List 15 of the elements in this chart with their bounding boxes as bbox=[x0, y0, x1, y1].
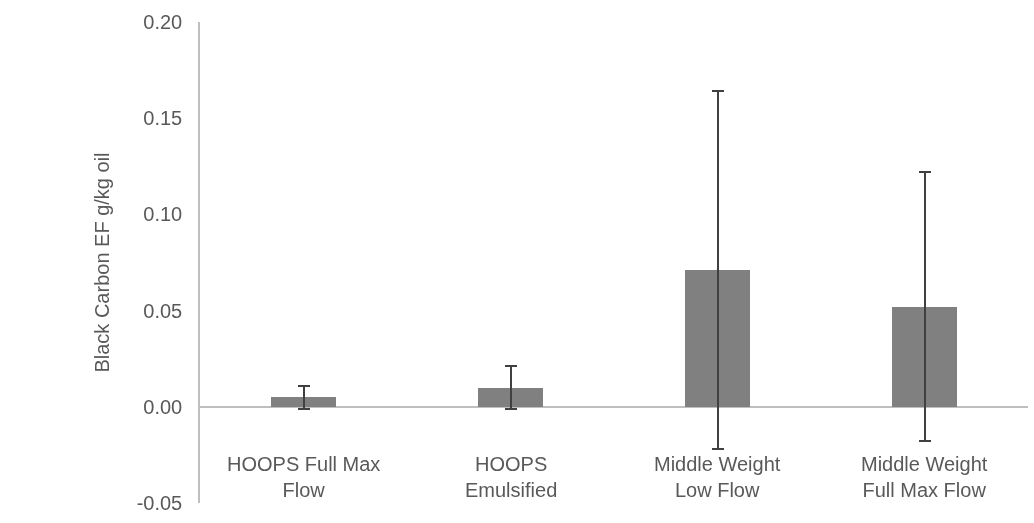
y-tick-label: 0.20 bbox=[143, 11, 183, 33]
x-tick-label: Middle Weight Full Max Flow bbox=[861, 453, 988, 501]
y-tick-label: -0.05 bbox=[136, 492, 183, 514]
y-tick-label: 0.15 bbox=[143, 107, 183, 130]
y-tick-label: 0.00 bbox=[143, 395, 183, 418]
x-tick-label: HOOPS Emulsified bbox=[465, 453, 558, 501]
y-tick-label: 0.05 bbox=[143, 299, 183, 322]
bar bbox=[892, 307, 957, 407]
x-tick-label: HOOPS Full Max Flow bbox=[227, 453, 381, 501]
bar bbox=[685, 270, 750, 407]
bar bbox=[478, 388, 543, 407]
x-tick-label: Middle Weight Low Flow bbox=[654, 453, 781, 501]
y-axis-title: Black Carbon EF g/kg oil bbox=[90, 152, 113, 373]
bar bbox=[271, 397, 336, 407]
y-tick-label: 0.10 bbox=[143, 203, 183, 226]
